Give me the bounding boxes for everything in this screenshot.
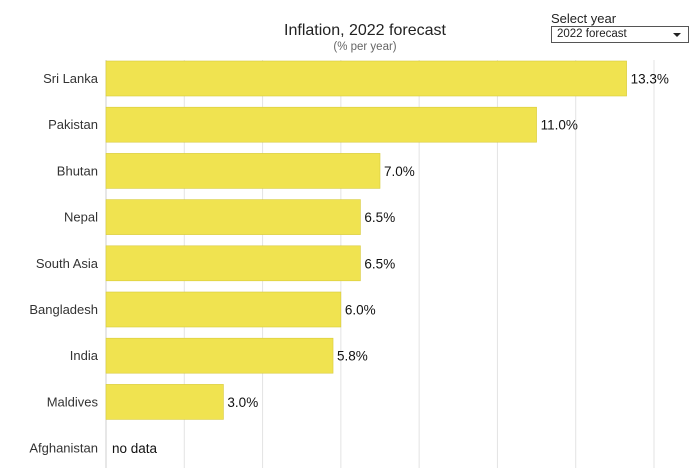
chart-title: Inflation, 2022 forecast: [284, 22, 446, 39]
data-label: 6.5%: [364, 210, 395, 225]
data-label: 6.5%: [364, 256, 395, 271]
bar: [105, 106, 537, 143]
bar: [105, 291, 342, 328]
data-label: 5.8%: [337, 349, 368, 364]
bar: [105, 337, 334, 374]
data-label: 11.0%: [541, 118, 578, 133]
chart-subtitle: (% per year): [333, 41, 397, 53]
data-label: 6.0%: [345, 303, 376, 318]
category-label: Bhutan: [57, 163, 98, 178]
category-label: Bangladesh: [29, 302, 98, 317]
data-label: 13.3%: [631, 72, 669, 87]
chevron-down-icon: [673, 33, 681, 37]
bar: [105, 384, 224, 420]
bar: [105, 153, 381, 189]
category-label: Afghanistan: [29, 441, 98, 456]
select-year-label: Select year: [551, 11, 617, 26]
category-label: India: [70, 348, 99, 363]
bar: [105, 199, 361, 235]
category-label: Maldives: [47, 394, 99, 409]
category-label: Sri Lanka: [43, 71, 99, 86]
data-label: no data: [112, 441, 158, 456]
data-label: 7.0%: [384, 164, 415, 179]
category-label: Nepal: [64, 210, 98, 225]
year-select[interactable]: 2022 forecast: [551, 26, 689, 43]
bar: [105, 60, 627, 97]
year-select-value: 2022 forecast: [557, 28, 627, 40]
bar: [105, 245, 361, 282]
data-label: 3.0%: [227, 395, 258, 410]
category-label: Pakistan: [48, 117, 98, 132]
category-label: South Asia: [36, 256, 99, 271]
